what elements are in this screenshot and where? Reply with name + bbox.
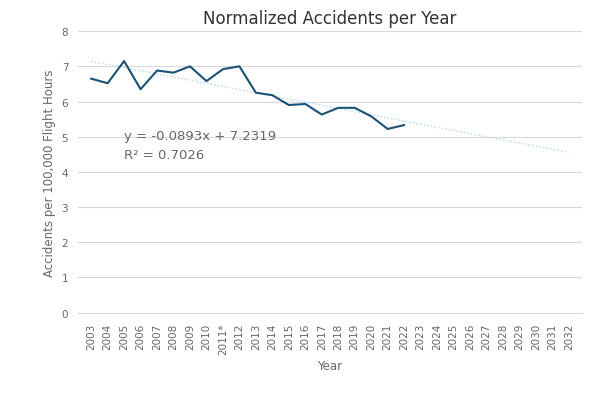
X-axis label: Year: Year xyxy=(317,359,343,373)
Title: Normalized Accidents per Year: Normalized Accidents per Year xyxy=(203,10,457,28)
Text: y = -0.0893x + 7.2319
R² = 0.7026: y = -0.0893x + 7.2319 R² = 0.7026 xyxy=(124,130,276,162)
Y-axis label: Accidents per 100,000 Flight Hours: Accidents per 100,000 Flight Hours xyxy=(43,69,56,276)
